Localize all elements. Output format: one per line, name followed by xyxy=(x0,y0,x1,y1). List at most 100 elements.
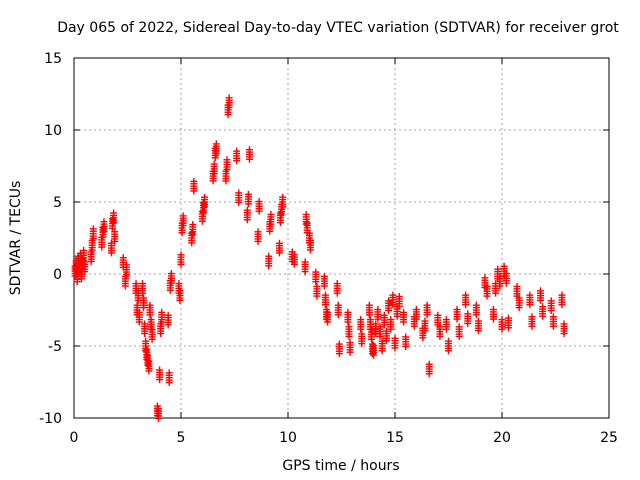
data-point xyxy=(547,297,555,314)
data-point xyxy=(244,190,252,208)
data-point xyxy=(134,287,142,304)
data-point xyxy=(190,177,198,195)
data-point xyxy=(140,294,148,312)
data-point xyxy=(453,306,461,323)
data-point xyxy=(425,360,433,378)
data-point xyxy=(265,252,273,270)
data-point xyxy=(212,140,220,158)
data-point xyxy=(158,308,166,326)
data-point xyxy=(385,297,393,314)
grid xyxy=(74,58,609,418)
data-point xyxy=(166,277,174,294)
data-point xyxy=(320,272,328,290)
data-point xyxy=(198,208,206,225)
data-point xyxy=(515,294,523,312)
data-point xyxy=(235,189,243,206)
data-point xyxy=(462,291,470,309)
data-point xyxy=(188,229,196,247)
data-point xyxy=(391,334,399,352)
data-point xyxy=(266,218,274,235)
data-point xyxy=(372,320,380,338)
data-point xyxy=(492,280,500,297)
data-point xyxy=(199,199,207,217)
plot-frame xyxy=(73,57,610,419)
x-tick-label: 20 xyxy=(493,430,511,446)
data-point xyxy=(400,308,408,326)
y-tick-label: 5 xyxy=(53,195,62,211)
data-point xyxy=(165,369,173,386)
data-point xyxy=(483,282,491,300)
data-point xyxy=(539,303,547,320)
data-point xyxy=(233,147,241,165)
data-point xyxy=(489,306,497,323)
data-point xyxy=(135,308,143,326)
data-point xyxy=(225,94,233,111)
data-point xyxy=(402,333,410,350)
data-point xyxy=(324,308,332,326)
tick-labels: 0 5 10 15 20 25 -10 -5 0 5 10 15 xyxy=(39,51,618,446)
data-point xyxy=(110,209,118,227)
data-point xyxy=(138,280,146,297)
data-point xyxy=(176,287,184,304)
data-point xyxy=(155,405,163,422)
data-point xyxy=(335,340,343,358)
data-point xyxy=(313,282,321,300)
data-point xyxy=(167,270,175,287)
data-point xyxy=(146,301,154,319)
y-tick-label: -10 xyxy=(39,411,62,427)
y-tick-label: 15 xyxy=(44,51,62,67)
data-point xyxy=(87,248,95,266)
data-point xyxy=(513,282,521,300)
data-point xyxy=(502,270,510,287)
data-point xyxy=(275,239,283,257)
data-point xyxy=(306,236,314,254)
data-point xyxy=(302,210,310,228)
data-point xyxy=(179,212,187,230)
data-point xyxy=(421,317,429,335)
data-point xyxy=(357,316,365,333)
data-point xyxy=(178,219,186,237)
data-point xyxy=(144,352,152,369)
data-point xyxy=(255,198,263,215)
data-point xyxy=(111,228,119,245)
y-tick-label: -5 xyxy=(48,339,62,355)
data-point xyxy=(436,323,444,340)
x-tick-label: 15 xyxy=(386,430,404,446)
data-point xyxy=(81,258,89,276)
data-point xyxy=(387,316,395,333)
data-point xyxy=(122,261,130,278)
data-point xyxy=(148,326,156,343)
data-point xyxy=(472,301,480,319)
data-point xyxy=(558,291,566,309)
data-point xyxy=(177,251,185,268)
data-point xyxy=(243,206,251,224)
data-point xyxy=(156,366,164,384)
data-point xyxy=(119,254,127,271)
data-point xyxy=(358,330,366,348)
data-point xyxy=(560,320,568,338)
y-tick-label: 10 xyxy=(44,123,62,139)
data-point xyxy=(504,314,512,332)
data-point xyxy=(370,342,378,359)
data-point xyxy=(380,311,388,329)
data-point xyxy=(290,251,298,268)
data-point xyxy=(442,316,450,333)
data-point xyxy=(89,225,97,242)
data-point xyxy=(99,223,107,241)
data-point xyxy=(201,193,209,211)
data-point xyxy=(367,326,375,343)
data-point xyxy=(141,320,149,338)
data-point xyxy=(277,209,285,227)
data-point xyxy=(333,280,341,297)
data-point xyxy=(395,293,403,310)
data-point xyxy=(222,167,230,185)
data-points xyxy=(71,94,568,422)
x-tick-label: 0 xyxy=(70,430,79,446)
data-point xyxy=(423,301,431,319)
data-point xyxy=(100,218,108,235)
x-tick-label: 25 xyxy=(600,430,618,446)
data-point xyxy=(345,323,353,340)
data-point xyxy=(376,323,384,340)
data-point xyxy=(334,301,342,319)
